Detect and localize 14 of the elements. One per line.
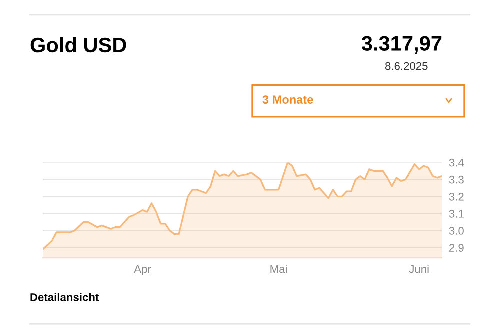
text: 3.317,97 xyxy=(362,36,442,54)
text: Detailansicht xyxy=(30,293,100,302)
chart-title: Gold USD xyxy=(30,37,126,53)
y-tick-label: 3.2 xyxy=(449,192,464,201)
x-tick-label: Apr xyxy=(134,265,152,276)
y-tick-label: 2.9 xyxy=(450,244,464,252)
y-tick-label: 3.1 xyxy=(449,210,464,218)
y-tick-label: 3.0 xyxy=(449,227,464,235)
y-tick-label: 3.3 xyxy=(449,176,464,184)
y-tick-label: 3.4 xyxy=(449,158,464,167)
x-tick-label: Juni xyxy=(409,264,429,274)
text: 3 Monate xyxy=(262,96,314,104)
text: 8.6.2025 xyxy=(385,62,428,70)
x-tick-label: Mai xyxy=(270,264,287,274)
